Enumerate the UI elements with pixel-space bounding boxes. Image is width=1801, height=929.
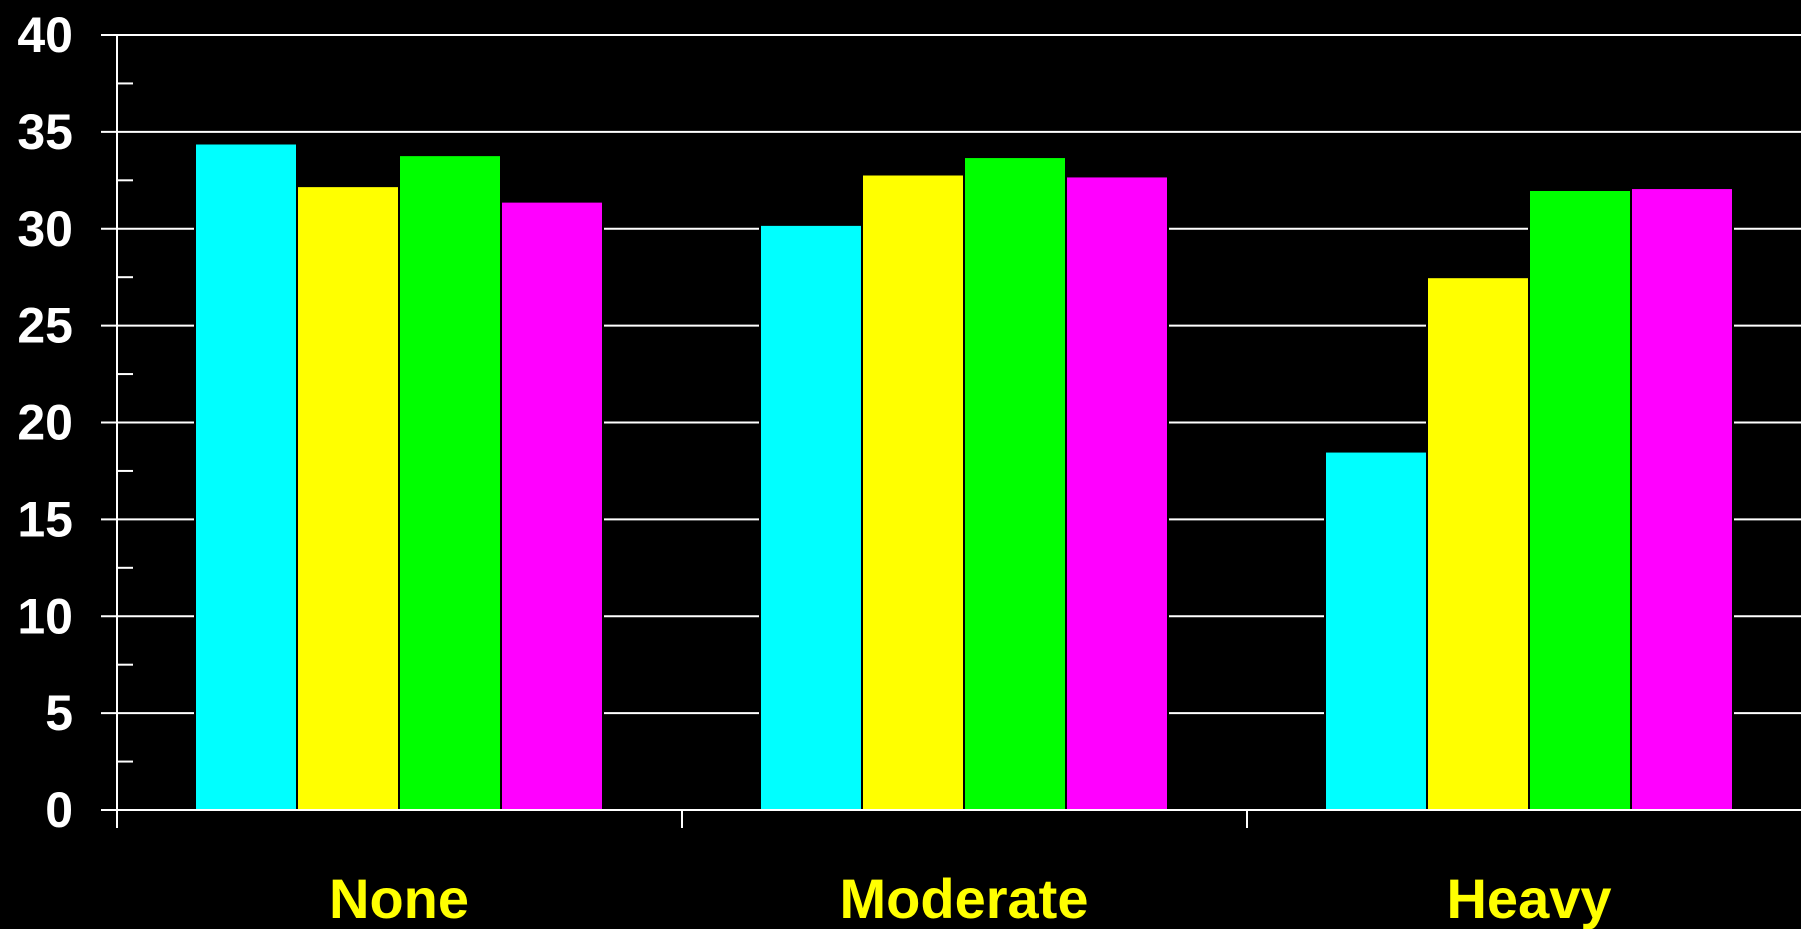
bars (194, 142, 1734, 811)
y-tick-label: 0 (45, 782, 73, 838)
bar (963, 156, 1067, 811)
bar (500, 200, 604, 811)
bar (1528, 189, 1632, 811)
bar (1630, 187, 1734, 811)
bar (759, 223, 863, 811)
bar (1426, 276, 1530, 811)
category-label: None (329, 867, 469, 929)
bar (194, 142, 298, 811)
y-tick-label: 15 (17, 491, 73, 547)
bar (398, 154, 502, 811)
y-tick-label: 30 (17, 201, 73, 257)
y-tick-label: 20 (17, 395, 73, 451)
bar (1324, 450, 1428, 811)
y-tick-label: 40 (17, 7, 73, 63)
y-tick-label: 5 (45, 685, 73, 741)
bar (861, 173, 965, 811)
axes (101, 34, 1801, 828)
y-tick-label: 10 (17, 588, 73, 644)
labels: 0 5 10 15 20 25 30 35 40 None Moderate Heavy (17, 7, 1611, 929)
category-label: Heavy (1446, 867, 1611, 929)
bar (1065, 175, 1169, 811)
bar (296, 185, 400, 811)
y-tick-label: 25 (17, 298, 73, 354)
y-tick-label: 35 (17, 104, 73, 160)
category-label: Moderate (840, 867, 1089, 929)
